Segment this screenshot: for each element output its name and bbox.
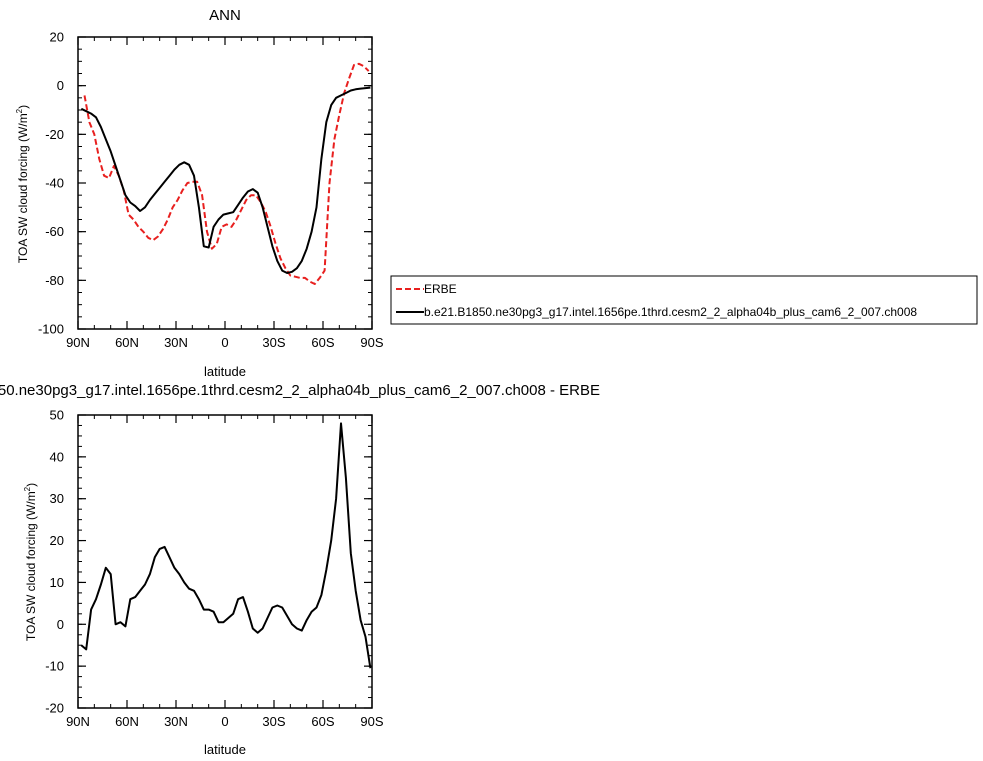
y-tick-label: -100 xyxy=(38,322,64,337)
top-chart-ticks: 90N 60N 30N 0 30S 60S 90S 20 0 -20 -40 -60 -80 -100 xyxy=(38,30,384,351)
x-tick-label: 60S xyxy=(311,714,334,729)
legend-erbe-label: ERBE xyxy=(424,282,457,296)
x-tick-label: 90S xyxy=(360,714,383,729)
x-tick-label: 60S xyxy=(311,335,334,350)
y-tick-label: 0 xyxy=(57,617,64,632)
x-tick-label: 90N xyxy=(66,335,90,350)
x-tick-label: 0 xyxy=(221,714,228,729)
y-tick-label: -20 xyxy=(45,701,64,716)
series-line-0 xyxy=(80,422,372,669)
bottom-chart-ticks: 90N 60N 30N 0 30S 60S 90S 50 40 30 20 10 0 -10 -20 xyxy=(45,408,384,730)
x-tick-label: 30S xyxy=(262,335,285,350)
x-tick-label: 90N xyxy=(66,714,90,729)
legend-model-label: b.e21.B1850.ne30pg3_g17.intel.1656pe.1th… xyxy=(424,305,917,319)
top-chart: ANN latitude TOA SW cloud forcing (W/m2)… xyxy=(15,7,384,379)
series-line-1 xyxy=(80,86,371,274)
x-tick-label: 30N xyxy=(164,714,188,729)
y-tick-label: -80 xyxy=(45,273,64,288)
top-chart-y-axis-label: TOA SW cloud forcing (W/m2) xyxy=(15,105,30,263)
x-tick-label: 60N xyxy=(115,335,139,350)
top-chart-title: ANN xyxy=(209,7,241,24)
bottom-chart-title: b.e21.B1850.ne30pg3_g17.intel.1656pe.1th… xyxy=(0,382,600,399)
y-tick-label: 20 xyxy=(50,533,64,548)
bottom-chart: b.e21.B1850.ne30pg3_g17.intel.1656pe.1th… xyxy=(0,382,600,757)
x-tick-label: 90S xyxy=(360,335,383,350)
y-tick-label: -40 xyxy=(45,176,64,191)
y-tick-label: -60 xyxy=(45,224,64,239)
y-tick-label: 20 xyxy=(50,30,64,45)
bottom-chart-x-axis-label: latitude xyxy=(204,742,246,757)
x-tick-label: 0 xyxy=(221,335,228,350)
y-tick-label: 40 xyxy=(50,449,64,464)
y-tick-label: 30 xyxy=(50,491,64,506)
bottom-chart-plot-frame xyxy=(77,414,373,709)
y-tick-label: -10 xyxy=(45,659,64,674)
x-tick-label: 30S xyxy=(262,714,285,729)
top-chart-plot-frame xyxy=(77,36,373,330)
legend-box xyxy=(390,275,978,325)
top-chart-x-axis-label: latitude xyxy=(204,364,246,379)
series-line-0 xyxy=(83,62,370,285)
x-tick-label: 60N xyxy=(115,714,139,729)
bottom-chart-series xyxy=(80,422,372,669)
legend: ERBE b.e21.B1850.ne30pg3_g17.intel.1656p… xyxy=(390,275,978,325)
y-tick-label: -20 xyxy=(45,127,64,142)
bottom-chart-y-axis-label: TOA SW cloud forcing (W/m2) xyxy=(23,483,38,641)
y-tick-label: 0 xyxy=(57,78,64,93)
y-tick-label: 50 xyxy=(50,408,64,423)
top-chart-series xyxy=(80,62,371,285)
x-tick-label: 30N xyxy=(164,335,188,350)
y-tick-label: 10 xyxy=(50,575,64,590)
